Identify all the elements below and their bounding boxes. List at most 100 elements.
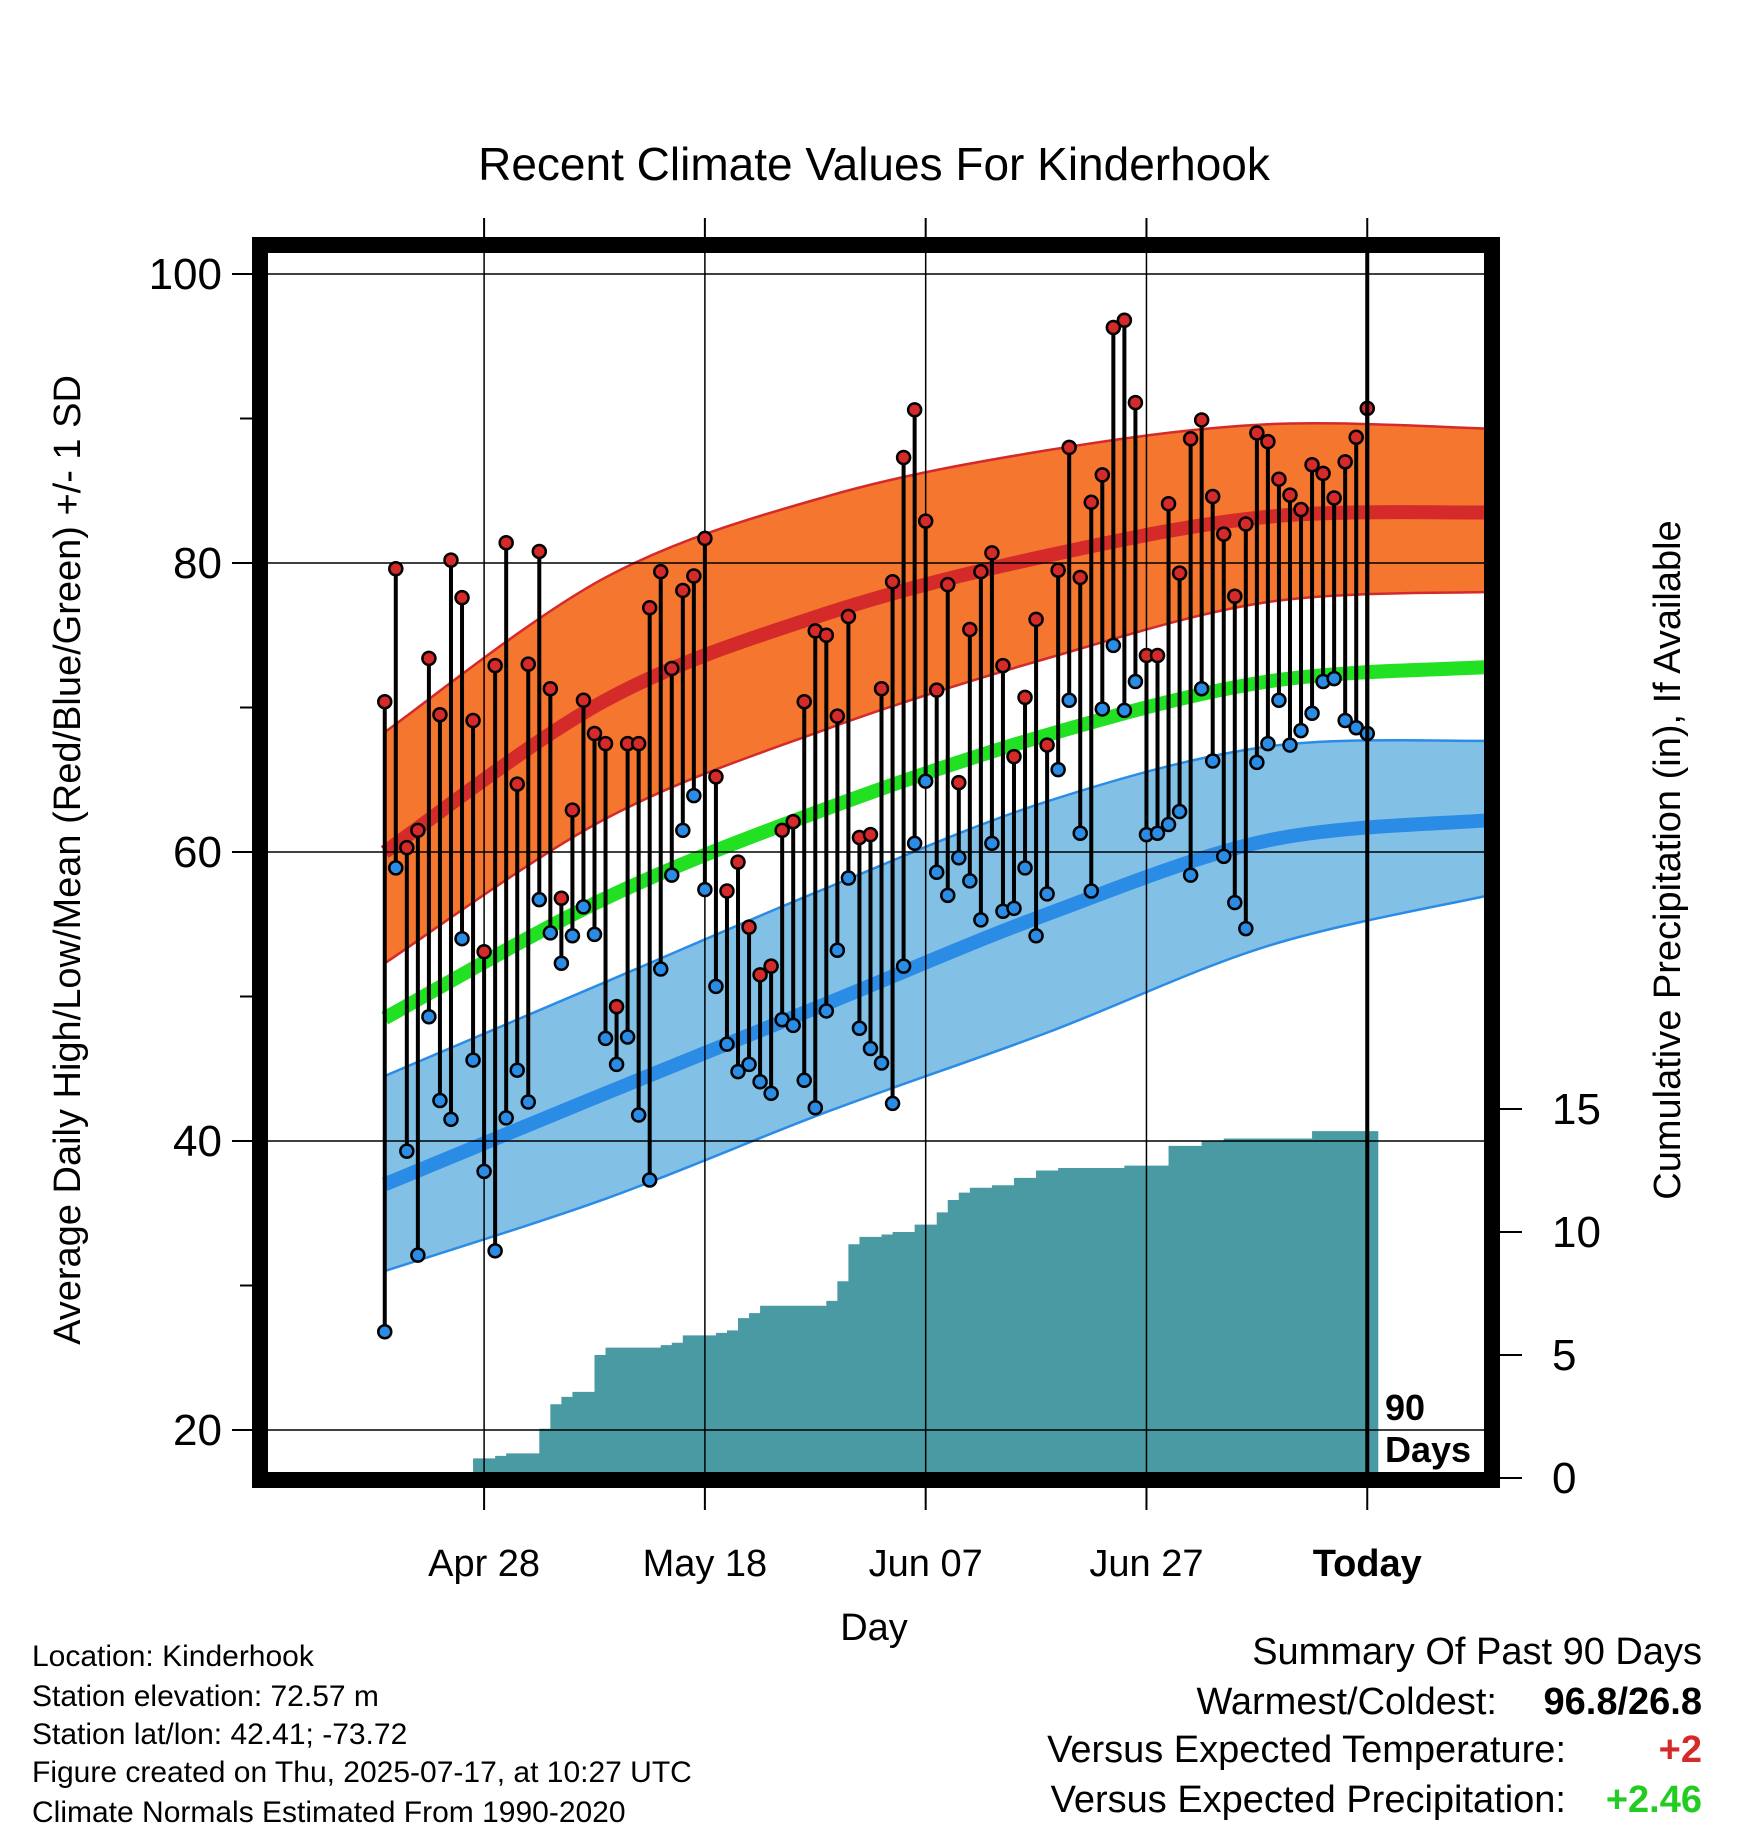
station-elevation: Station elevation: 72.57 m xyxy=(32,1680,379,1713)
daily-high-point xyxy=(421,650,437,667)
daily-high-point xyxy=(454,589,470,606)
daily-high-point xyxy=(1215,526,1232,542)
daily-low-point xyxy=(1326,670,1342,687)
daily-low-point xyxy=(454,930,470,947)
daily-low-point xyxy=(1061,692,1077,709)
daily-high-point xyxy=(962,621,978,638)
daily-high-point xyxy=(376,693,393,710)
chart-title: Recent Climate Values For Kinderhook xyxy=(478,138,1271,190)
daily-low-point xyxy=(619,1029,636,1045)
y-axis-label: Average Daily High/Low/Mean (Red/Blue/Gr… xyxy=(47,375,89,1345)
daily-high-point xyxy=(895,449,912,466)
daily-high-point xyxy=(752,967,768,983)
temp-anomaly-value: +2 xyxy=(1659,1729,1702,1771)
daily-low-point xyxy=(1105,637,1122,654)
daily-low-point xyxy=(641,1172,658,1188)
daily-high-point xyxy=(664,660,680,677)
daily-high-point xyxy=(564,802,581,818)
daily-high-point xyxy=(476,943,492,960)
daily-low-point xyxy=(1238,920,1254,937)
daily-high-point xyxy=(487,657,503,674)
temp-anomaly-label: Versus Expected Temperature: xyxy=(1047,1729,1566,1771)
daily-low-point xyxy=(564,928,581,944)
daily-high-point xyxy=(1061,439,1077,456)
daily-high-point xyxy=(1127,394,1144,411)
daily-high-point xyxy=(1072,569,1088,586)
daily-high-point xyxy=(465,712,481,729)
daily-low-point xyxy=(1182,867,1199,883)
daily-high-point xyxy=(608,998,625,1015)
daily-high-point xyxy=(641,600,658,616)
daily-high-point xyxy=(1238,516,1254,532)
daily-high-point xyxy=(432,706,448,723)
daily-low-point xyxy=(829,942,846,959)
daily-high-point xyxy=(1260,433,1276,450)
daily-high-point xyxy=(774,822,790,839)
x-axis-label: Day xyxy=(840,1607,908,1649)
daily-low-point xyxy=(1249,754,1265,771)
daily-high-point xyxy=(928,682,945,698)
daily-low-point xyxy=(476,1163,492,1180)
daily-low-point xyxy=(1193,680,1210,697)
daily-high-point xyxy=(399,839,415,856)
daily-high-point xyxy=(630,735,647,752)
daily-low-point xyxy=(807,1100,824,1116)
daily-low-point xyxy=(1227,894,1243,911)
daily-low-point xyxy=(399,1143,415,1159)
daily-high-point xyxy=(652,563,669,580)
daily-high-point xyxy=(1050,562,1066,578)
daily-high-point xyxy=(940,576,956,593)
daily-high-point xyxy=(1337,454,1353,470)
daily-high-point xyxy=(1304,456,1320,473)
daily-low-point xyxy=(553,955,570,972)
today-marker-days-label: Days xyxy=(1385,1429,1471,1470)
daily-low-point xyxy=(664,867,680,883)
daily-high-point xyxy=(917,513,934,529)
y2-tick-label: 5 xyxy=(1552,1331,1576,1380)
y-tick-label: 100 xyxy=(149,250,222,299)
daily-low-point xyxy=(1171,803,1188,820)
daily-high-point xyxy=(1249,425,1265,441)
daily-high-point xyxy=(553,890,570,906)
daily-high-point xyxy=(1193,412,1210,428)
daily-high-point xyxy=(1028,611,1044,628)
normal-low-line xyxy=(382,813,1490,1191)
x-tick-label: Apr 28 xyxy=(428,1543,540,1585)
daily-high-point xyxy=(498,535,514,551)
daily-low-point xyxy=(1083,883,1100,899)
daily-low-point xyxy=(432,1092,448,1109)
daily-low-point xyxy=(1028,928,1044,944)
daily-low-point xyxy=(884,1095,901,1112)
daily-low-point xyxy=(1149,825,1166,841)
daily-high-point xyxy=(1017,689,1033,706)
daily-low-point xyxy=(410,1247,426,1263)
daily-high-point xyxy=(829,708,846,724)
daily-low-point xyxy=(1282,737,1298,753)
normals-period: Climate Normals Estimated From 1990-2020 xyxy=(32,1796,626,1828)
daily-high-point xyxy=(796,693,812,710)
daily-low-point xyxy=(487,1243,503,1259)
daily-high-point xyxy=(995,657,1011,674)
daily-high-point xyxy=(388,561,404,577)
daily-low-point xyxy=(1304,705,1320,722)
daily-high-point xyxy=(1315,465,1331,482)
warm-cold-value: 96.8/26.8 xyxy=(1544,1681,1702,1723)
daily-low-point xyxy=(608,1056,625,1073)
daily-low-point xyxy=(785,1017,801,1034)
precip-area xyxy=(384,1131,1379,1478)
plot-area: 20 40 60 80 100 0 5 10 15 Apr 28 May 18 Jun 07 Jun 2… xyxy=(149,218,1601,1585)
daily-low-point xyxy=(630,1107,647,1123)
today-marker-days-count: 90 xyxy=(1385,1387,1425,1428)
daily-low-point xyxy=(597,1030,614,1047)
station-location: Location: Kinderhook xyxy=(32,1640,315,1673)
daily-low-point xyxy=(741,1056,757,1073)
daily-low-point xyxy=(465,1052,481,1068)
summary-panel: Summary Of Past 90 Days Warmest/Coldest:… xyxy=(1047,1631,1702,1821)
x-tick-label: Jun 07 xyxy=(869,1543,983,1585)
daily-low-point xyxy=(520,1094,537,1110)
y-tick-label: 80 xyxy=(173,539,222,588)
daily-high-point xyxy=(509,776,525,792)
daily-low-point xyxy=(531,891,548,908)
warm-cold-label: Warmest/Coldest: xyxy=(1196,1681,1497,1723)
